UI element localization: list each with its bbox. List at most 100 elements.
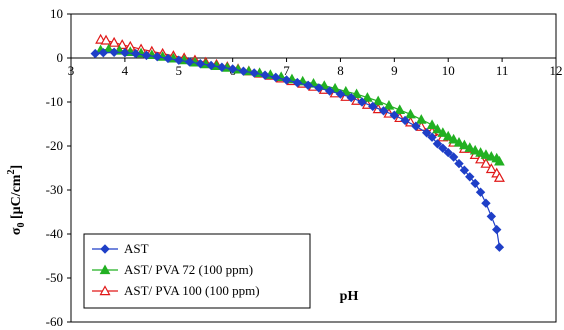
x-tick-label: 9 bbox=[391, 63, 398, 78]
data-point bbox=[174, 55, 184, 65]
data-point bbox=[217, 62, 227, 72]
x-axis: 3456789101112 bbox=[68, 57, 563, 78]
data-point bbox=[346, 92, 356, 103]
data-point bbox=[120, 48, 130, 58]
legend-label: AST bbox=[124, 241, 149, 256]
y-axis: 10 0 -10 -20 -30 -40 -50 -60 bbox=[46, 6, 71, 329]
data-point bbox=[389, 110, 400, 120]
data-point bbox=[437, 127, 449, 137]
data-point bbox=[184, 57, 195, 67]
data-point bbox=[108, 36, 120, 47]
y-axis-title-superscript: 2 bbox=[6, 170, 17, 175]
data-point bbox=[448, 152, 459, 162]
data-point bbox=[372, 95, 384, 106]
y-tick-label: -50 bbox=[46, 270, 63, 285]
data-point bbox=[485, 163, 497, 174]
x-tick-label: 5 bbox=[176, 63, 183, 78]
x-tick-label: 7 bbox=[283, 63, 290, 78]
data-point bbox=[432, 123, 443, 134]
legend-marker bbox=[99, 264, 111, 275]
data-point bbox=[378, 106, 389, 116]
legend-marker bbox=[99, 285, 111, 296]
data-point bbox=[314, 83, 324, 93]
series-layer bbox=[90, 33, 505, 252]
x-tick-label: 12 bbox=[550, 63, 563, 78]
data-point bbox=[292, 77, 303, 88]
data-point bbox=[475, 187, 486, 197]
y-tick-label: 0 bbox=[57, 50, 64, 65]
x-tick-label: 4 bbox=[122, 63, 129, 78]
y-tick-label: -40 bbox=[46, 226, 63, 241]
data-point bbox=[98, 48, 109, 58]
y-axis-title: σ0 [μC/cm2] bbox=[6, 165, 27, 235]
data-point bbox=[357, 97, 367, 107]
data-point bbox=[368, 101, 378, 112]
data-point bbox=[130, 48, 141, 59]
data-point bbox=[448, 133, 459, 144]
data-point bbox=[493, 171, 505, 182]
series-0 bbox=[90, 47, 505, 252]
data-point bbox=[475, 147, 486, 157]
data-point bbox=[453, 136, 465, 147]
data-point bbox=[324, 86, 335, 96]
legend-item: AST/ PVA 72 (100 ppm) bbox=[92, 262, 253, 277]
data-point bbox=[100, 34, 112, 45]
y-tick-label: -30 bbox=[46, 182, 63, 197]
legend-item: AST bbox=[92, 241, 149, 256]
data-point bbox=[480, 149, 492, 159]
data-point bbox=[486, 211, 497, 222]
x-tick-label: 10 bbox=[442, 63, 455, 78]
data-point bbox=[411, 121, 421, 131]
y-tick-label: -10 bbox=[46, 94, 63, 109]
data-point bbox=[90, 48, 100, 59]
data-point bbox=[421, 128, 432, 138]
legend-box bbox=[83, 233, 311, 309]
legend-label: AST/ PVA 72 (100 ppm) bbox=[124, 262, 253, 277]
x-tick-label: 8 bbox=[337, 63, 344, 78]
data-point bbox=[394, 104, 406, 115]
data-point bbox=[494, 242, 505, 252]
data-point bbox=[492, 224, 502, 235]
data-point bbox=[195, 59, 206, 69]
series-line bbox=[95, 51, 501, 248]
data-point bbox=[303, 80, 313, 90]
data-point bbox=[481, 198, 491, 208]
data-point bbox=[464, 142, 476, 152]
x-tick-label: 11 bbox=[496, 63, 509, 78]
data-point bbox=[351, 88, 362, 99]
data-point bbox=[426, 119, 438, 129]
data-point bbox=[442, 130, 454, 141]
data-point bbox=[249, 68, 259, 78]
x-tick-label: 3 bbox=[68, 63, 75, 78]
data-point bbox=[405, 108, 416, 119]
data-point bbox=[465, 172, 475, 182]
data-point bbox=[494, 155, 505, 166]
data-point bbox=[163, 53, 173, 64]
y-tick-label: -60 bbox=[46, 314, 63, 329]
data-point bbox=[271, 72, 281, 83]
plot-frame bbox=[70, 13, 557, 323]
legend-marker bbox=[100, 244, 110, 254]
y-tick-label: -20 bbox=[46, 138, 63, 153]
data-point bbox=[469, 144, 481, 155]
legend-item: AST/ PVA 100 (100 ppm) bbox=[92, 283, 260, 298]
data-point bbox=[152, 51, 162, 62]
y-tick-label: 10 bbox=[50, 6, 63, 21]
data-point bbox=[485, 151, 497, 161]
data-point bbox=[454, 158, 464, 169]
data-point bbox=[480, 157, 492, 168]
y-axis-title-unit: [μC/cm bbox=[9, 174, 24, 222]
plot-border bbox=[70, 13, 557, 323]
legend: AST AST/ PVA 72 (100 ppm) AST/ PVA 100 (10… bbox=[83, 233, 311, 309]
data-point bbox=[281, 75, 292, 85]
y-axis-title-symbol: σ bbox=[9, 227, 24, 235]
data-point bbox=[383, 99, 395, 110]
data-point bbox=[443, 147, 453, 158]
data-point bbox=[260, 70, 270, 80]
data-point bbox=[141, 50, 152, 61]
data-point bbox=[238, 66, 249, 76]
data-point bbox=[400, 115, 410, 126]
data-point bbox=[109, 47, 119, 57]
data-point bbox=[206, 60, 216, 71]
